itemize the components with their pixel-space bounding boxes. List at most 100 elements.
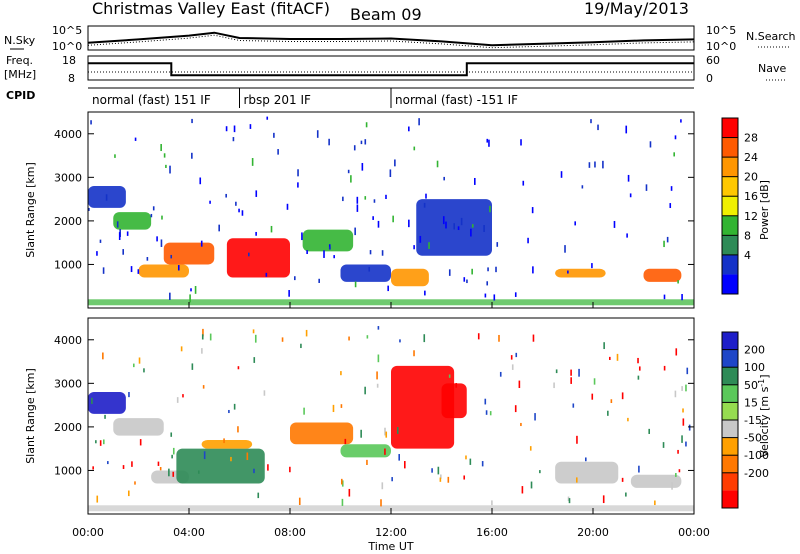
scatter-pixel: [637, 375, 640, 380]
cpid-segments: normal (fast) 151 IF rbsp 201 IF normal (f…: [92, 88, 518, 108]
scatter-pixel: [610, 399, 613, 404]
scatter-pixel: [92, 466, 94, 470]
scatter-pixel: [385, 194, 387, 200]
scatter-pixel: [510, 355, 513, 360]
velocity-yticks: 1000 2000 3000 4000: [54, 334, 694, 477]
scatter-pixel: [392, 215, 394, 223]
scatter-pixel: [297, 182, 299, 188]
scatter-pixel: [440, 474, 442, 479]
scatter-pixel: [233, 403, 236, 410]
scatter-pixel: [288, 290, 290, 297]
x-tick-label: 12:00: [375, 526, 407, 539]
scatter-pixel: [594, 161, 596, 168]
scatter-pixel: [518, 380, 521, 389]
noise-left-label: N.Sky: [4, 34, 36, 47]
scatter-pixel: [377, 220, 380, 228]
scatter-pixel: [201, 348, 203, 354]
scatter-pixel: [445, 221, 447, 229]
colorbar-swatch: [722, 118, 738, 138]
scatter-pixel: [190, 288, 192, 292]
scatter-pixel: [161, 215, 163, 220]
scatter-pixel: [340, 371, 342, 376]
y-tick-label: 1000: [54, 258, 82, 271]
scatter-pixel: [675, 473, 677, 477]
scatter-pixel: [171, 454, 173, 459]
scatter-pixel: [491, 500, 493, 506]
heatmap-region: [555, 268, 606, 278]
scatter-pixel: [223, 438, 225, 444]
scatter-pixel: [194, 285, 197, 294]
scatter-pixel: [607, 410, 609, 416]
scatter-pixel: [674, 135, 677, 140]
scatter-pixel: [597, 124, 599, 131]
scatter-pixel: [515, 352, 518, 358]
scatter-pixel: [289, 466, 291, 473]
scatter-pixel: [177, 265, 180, 271]
scatter-pixel: [263, 390, 266, 396]
scatter-pixel: [496, 242, 499, 247]
scatter-pixel: [471, 224, 474, 228]
scatter-pixel: [182, 394, 184, 398]
scatter-pixel: [469, 458, 472, 465]
colorbar-swatch: [722, 402, 738, 420]
scatter-pixel: [225, 126, 228, 132]
noise-series: [87, 31, 695, 49]
scatter-pixel: [116, 221, 119, 228]
heatmap-region: [226, 238, 290, 278]
scatter-pixel: [361, 162, 364, 171]
scatter-pixel: [408, 126, 410, 132]
scatter-pixel: [340, 404, 343, 408]
scatter-pixel: [225, 193, 227, 198]
scatter-pixel: [576, 435, 578, 444]
scatter-pixel: [625, 492, 627, 497]
scatter-pixel: [522, 180, 525, 186]
scatter-pixel: [102, 352, 104, 360]
noise-right-tick-top: 10^5: [706, 24, 736, 37]
scatter-pixel: [442, 216, 445, 225]
scatter-pixel: [484, 398, 487, 405]
scatter-pixel: [270, 225, 273, 233]
scatter-pixel: [366, 459, 368, 465]
scatter-pixel: [567, 270, 569, 274]
scatter-pixel: [300, 343, 302, 349]
y-tick-label: 4000: [54, 334, 82, 347]
scatter-pixel: [341, 480, 344, 487]
velocity-ylabel: Slant Range [km]: [24, 368, 37, 464]
scatter-pixel: [408, 219, 410, 228]
scatter-pixel: [686, 367, 689, 375]
scatter-pixel: [237, 366, 240, 370]
scatter-pixel: [486, 138, 489, 143]
scatter-pixel: [423, 202, 426, 208]
scatter-pixel: [132, 363, 135, 368]
scatter-pixel: [673, 152, 675, 157]
scatter-pixel: [621, 477, 624, 482]
scatter-pixel: [88, 207, 90, 211]
scatter-pixel: [471, 268, 473, 275]
scatter-pixel: [649, 141, 652, 148]
scatter-pixel: [253, 357, 256, 363]
y-tick-label: 3000: [54, 377, 82, 390]
scatter-pixel: [428, 242, 430, 249]
freq-series: [88, 62, 694, 77]
colorbar-tick-label: 100: [744, 361, 765, 374]
scatter-pixel: [257, 492, 260, 499]
scatter-pixel: [333, 255, 335, 259]
cpid-segment-label: normal (fast) 151 IF: [92, 93, 211, 107]
scatter-pixel: [448, 374, 451, 378]
scatter-pixel: [527, 237, 529, 244]
scatter-pixel: [489, 205, 491, 213]
scatter-pixel: [539, 470, 541, 474]
heatmap-region: [441, 383, 467, 419]
heatmap-region: [113, 212, 152, 230]
colorbar-swatch: [722, 176, 738, 197]
scatter-pixel: [342, 196, 344, 202]
nave-tick-top: 60: [706, 54, 720, 67]
colorbar-swatch: [722, 384, 738, 403]
scatter-pixel: [678, 469, 681, 473]
noise-sky-line: [87, 31, 695, 47]
scatter-pixel: [131, 461, 133, 467]
scatter-pixel: [356, 204, 359, 212]
scatter-pixel: [364, 386, 366, 395]
heatmap-region: [138, 264, 189, 278]
scatter-pixel: [463, 475, 466, 480]
